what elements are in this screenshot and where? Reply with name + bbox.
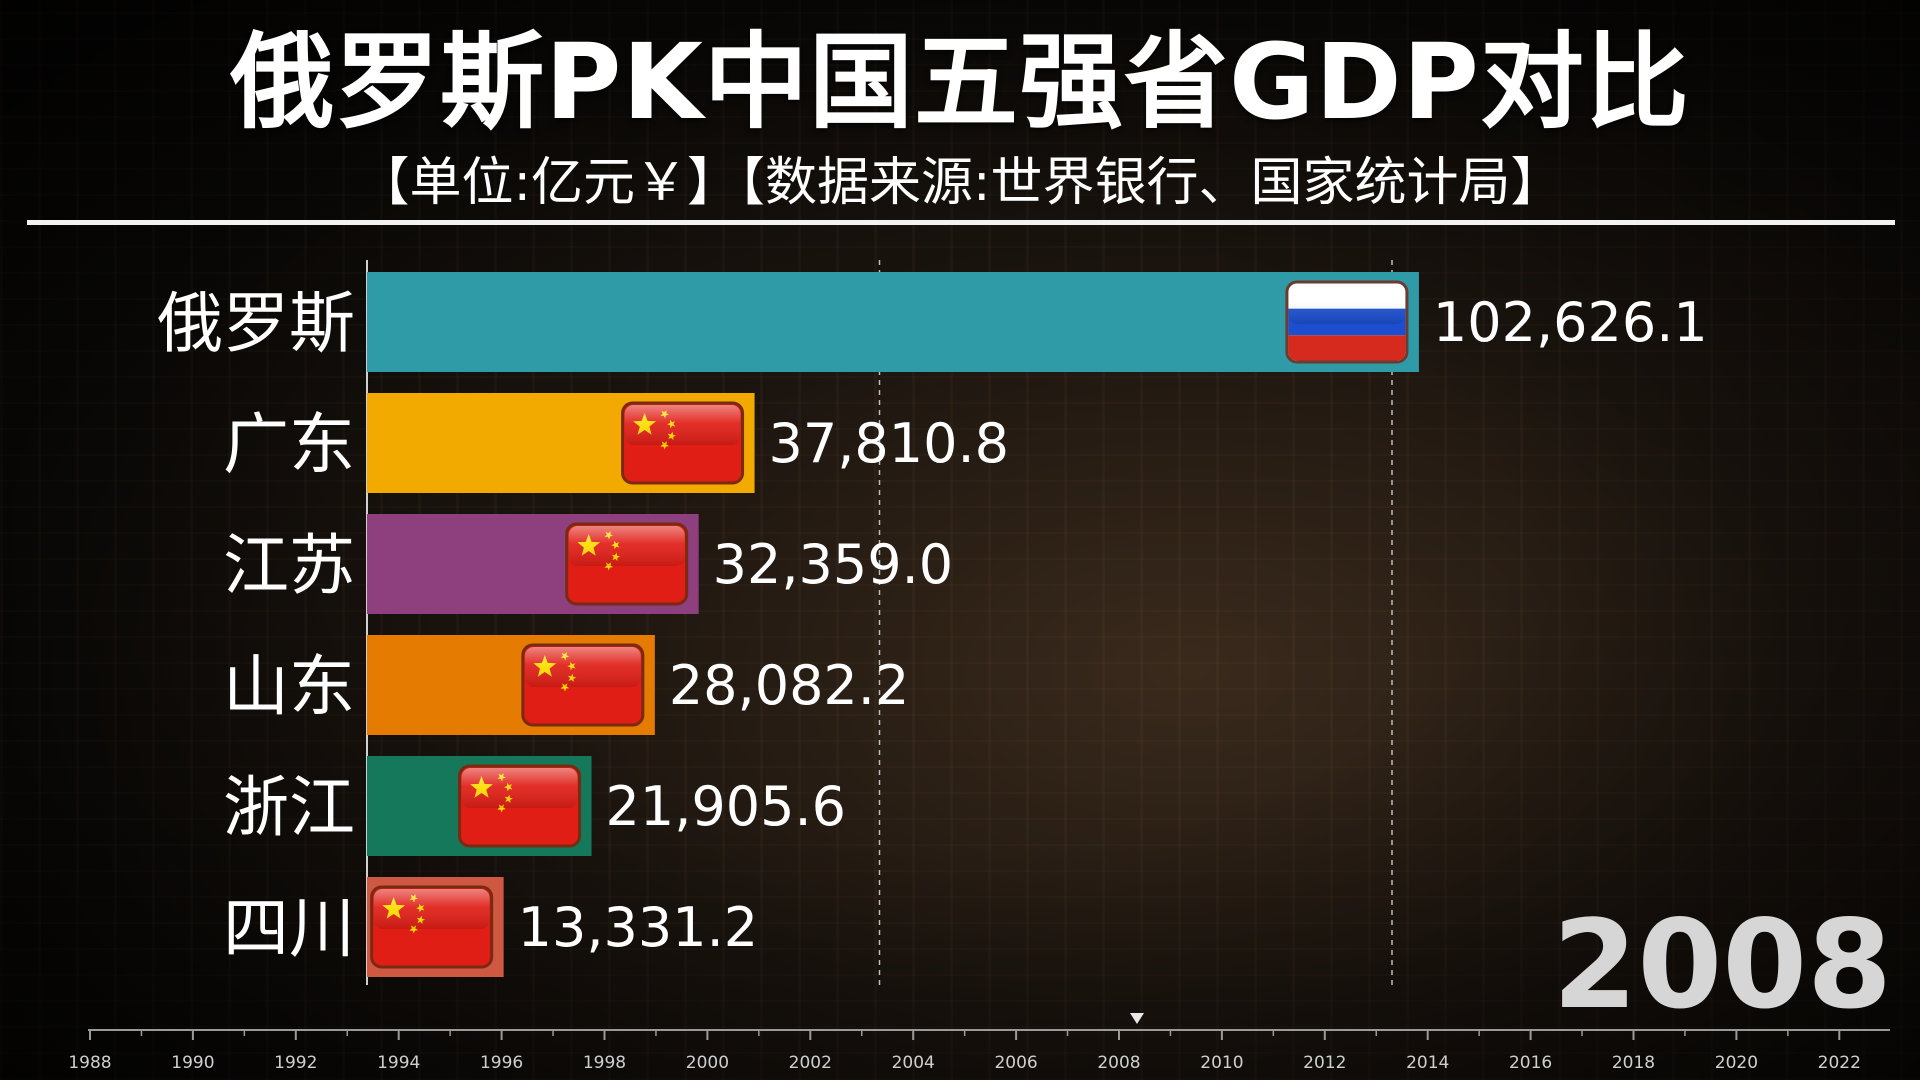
timeline-tick-label: 2018 [1612,1053,1655,1073]
flag-gloss [373,889,490,929]
timeline-tick-label: 2004 [892,1053,935,1073]
bar-group: 山东 28,082.2 [223,635,909,735]
flag-gloss [524,647,641,687]
timeline-tick-label: 1992 [274,1053,317,1073]
bar-category-label: 山东 [223,648,355,725]
bar-category-label: 广东 [223,406,355,483]
timeline-tick-label: 1988 [68,1053,111,1073]
china-flag [621,401,745,485]
flag-gloss [461,768,578,808]
bars: 俄罗斯 102,626.1 广东 37,810.8 江苏 32,359.0 山东 28,082… [157,272,1708,977]
timeline-tick-label: 2010 [1200,1053,1243,1073]
timeline-tick-label: 2020 [1715,1053,1758,1073]
timeline-tick-label: 1990 [171,1053,214,1073]
timeline-tick-label: 2022 [1818,1053,1861,1073]
bar-value-label: 37,810.8 [769,412,1009,475]
bar-value-label: 28,082.2 [669,654,909,717]
china-flag [370,885,494,969]
timeline-tick-label: 1994 [377,1053,420,1073]
timeline-axis: 1988 1990 1992 1994 1996 1998 2000 2002 2004 2006… [68,1013,1890,1073]
bar-category-label: 俄罗斯 [157,285,355,362]
flag-gloss [1288,284,1405,324]
bar-category-label: 四川 [223,890,355,967]
flag-gloss [568,526,685,566]
bar-group: 浙江 21,905.6 [223,756,846,856]
title-divider [27,220,1895,225]
chart-subtitle: 【单位:亿元￥】【数据来源:世界银行、国家统计局】 [357,153,1563,213]
timeline-cursor [1130,1013,1144,1024]
timeline-tick-label: 1998 [583,1053,626,1073]
bar-group: 江苏 32,359.0 [223,514,953,614]
chart-title: 俄罗斯PK中国五强省GDP对比 [230,21,1690,143]
bar-category-label: 江苏 [223,527,355,604]
bar-value-label: 102,626.1 [1433,291,1708,354]
bar-value-label: 32,359.0 [713,533,953,596]
flag-gloss [624,405,741,445]
china-flag [565,522,689,606]
gridlines [878,260,1393,985]
bar-group: 四川 13,331.2 [223,877,758,977]
timeline-tick-label: 2016 [1509,1053,1552,1073]
flag-stripe-red [1288,335,1406,361]
current-year: 2008 [1552,894,1892,1036]
china-flag [458,764,582,848]
timeline-tick-label: 2014 [1406,1053,1449,1073]
timeline-tick-label: 1996 [480,1053,523,1073]
china-flag [521,643,645,727]
timeline-tick-label: 2000 [686,1053,729,1073]
russia-flag [1285,280,1409,364]
bar-value-label: 13,331.2 [518,896,758,959]
timeline-tick-label: 2006 [994,1053,1037,1073]
bar-group: 广东 37,810.8 [223,393,1009,493]
bar-group: 俄罗斯 102,626.1 [157,272,1708,372]
bar-value-label: 21,905.6 [606,775,846,838]
timeline-tick-label: 2008 [1097,1053,1140,1073]
timeline-tick-label: 2002 [789,1053,832,1073]
bar [367,272,1419,372]
bar-category-label: 浙江 [223,769,355,846]
timeline-tick-label: 2012 [1303,1053,1346,1073]
